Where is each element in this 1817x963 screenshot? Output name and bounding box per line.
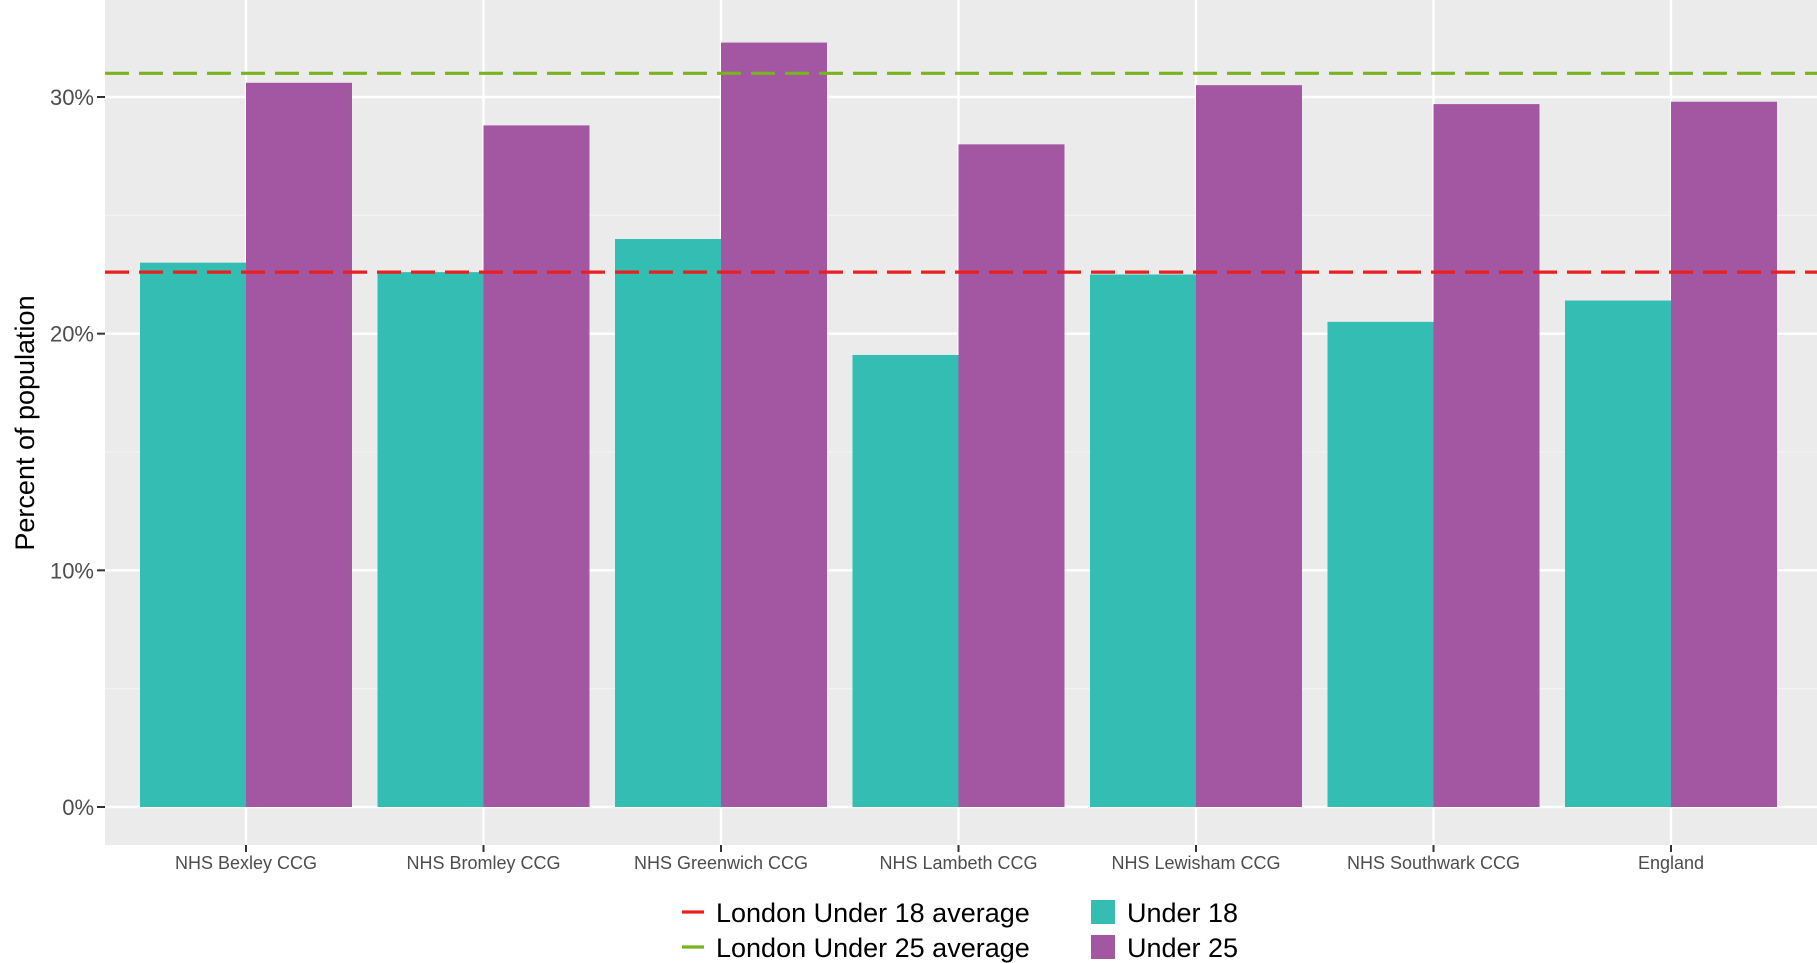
bar [377,272,484,808]
x-tick-label: England [1638,853,1704,873]
x-tick-label: NHS Bexley CCG [175,853,317,873]
bar [140,262,246,808]
bar [721,42,827,808]
legend-label: London Under 25 average [716,933,1030,963]
bar [1196,85,1302,807]
y-axis-label: Percent of population [10,295,40,550]
x-tick-label: NHS Bromley CCG [406,853,560,873]
legend-label: Under 18 [1127,898,1238,928]
legend-label: London Under 18 average [716,898,1030,928]
bar [1090,274,1196,807]
bar [1327,321,1434,807]
bars [140,42,1777,808]
x-tick-label: NHS Lambeth CCG [879,853,1037,873]
bar [1433,104,1540,808]
bar [615,239,721,807]
bar [1671,101,1777,807]
y-axis: 0% 10% 20% 30% [50,85,105,820]
y-tick-label: 30% [50,85,94,110]
legend-fill-swatch [1091,900,1115,924]
bar [483,125,590,807]
legend: London Under 18 average London Under 25 a… [682,898,1238,963]
legend-label: Under 25 [1127,933,1238,963]
legend-fill-swatch [1091,935,1115,959]
x-tick-label: NHS Southwark CCG [1347,853,1520,873]
bar [246,82,352,808]
bar [1565,300,1671,807]
reference-lines [105,71,1817,274]
bar [852,354,959,807]
y-tick-label: 10% [50,558,94,583]
y-tick-label: 0% [62,795,94,820]
x-tick-label: NHS Greenwich CCG [634,853,808,873]
y-tick-label: 20% [50,322,94,347]
x-axis: NHS Bexley CCG NHS Bromley CCG NHS Greenwi… [175,845,1704,873]
x-tick-label: NHS Lewisham CCG [1111,853,1280,873]
bar [958,144,1065,808]
